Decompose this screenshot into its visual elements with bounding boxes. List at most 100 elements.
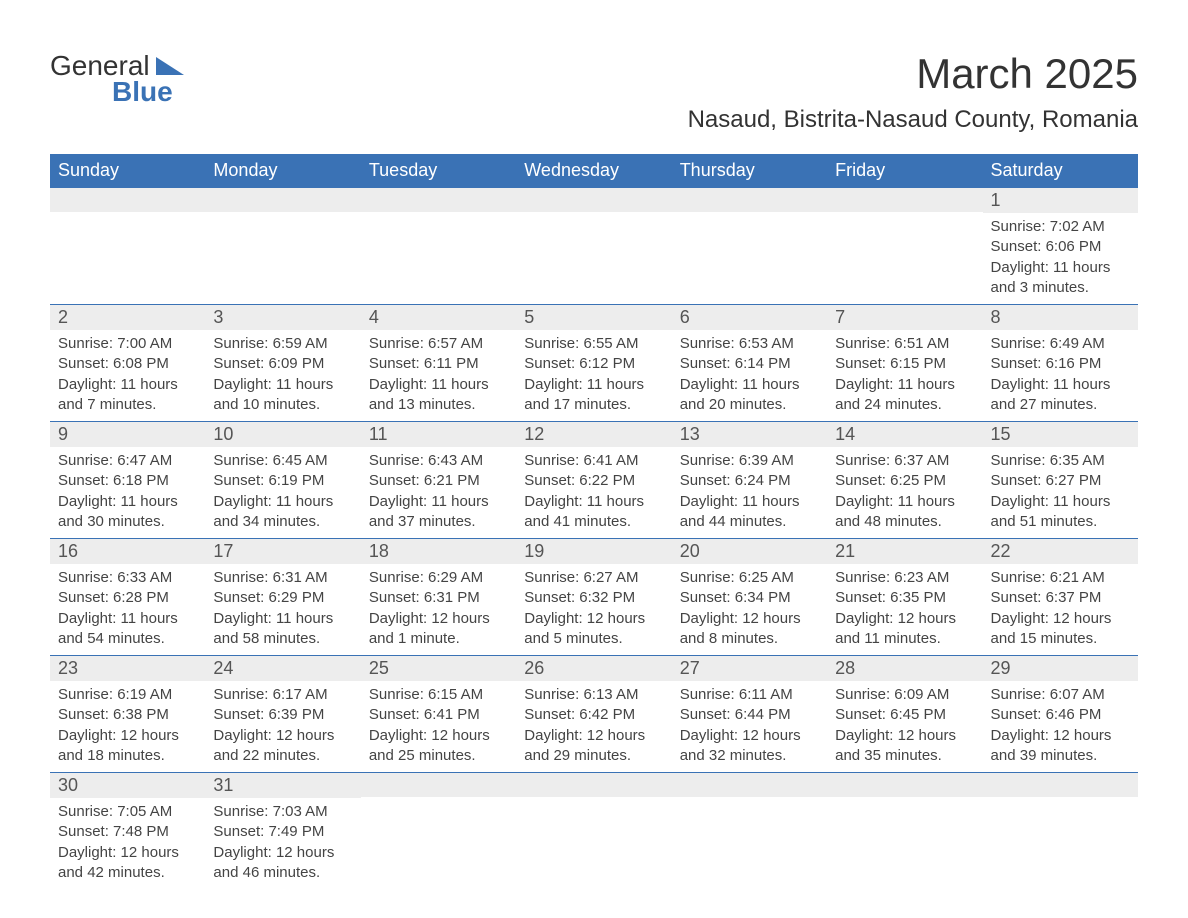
logo-text-blue: Blue xyxy=(112,76,173,108)
day-cell: 4Sunrise: 6:57 AMSunset: 6:11 PMDaylight… xyxy=(361,305,516,422)
day-number: 23 xyxy=(50,656,205,681)
daylight-line: Daylight: 11 hours and 20 minutes. xyxy=(680,375,819,416)
day-number: 14 xyxy=(827,422,982,447)
sunset-line: Sunset: 6:16 PM xyxy=(991,354,1130,374)
day-number: 30 xyxy=(50,773,205,798)
day-number: 5 xyxy=(516,305,671,330)
week-row: 16Sunrise: 6:33 AMSunset: 6:28 PMDayligh… xyxy=(50,539,1138,656)
day-details: Sunrise: 6:57 AMSunset: 6:11 PMDaylight:… xyxy=(361,330,516,421)
daylight-line: Daylight: 11 hours and 48 minutes. xyxy=(835,492,974,533)
day-number: 8 xyxy=(983,305,1138,330)
daylight-line: Daylight: 11 hours and 27 minutes. xyxy=(991,375,1130,416)
calendar-body: 1Sunrise: 7:02 AMSunset: 6:06 PMDaylight… xyxy=(50,188,1138,890)
day-cell: 15Sunrise: 6:35 AMSunset: 6:27 PMDayligh… xyxy=(983,422,1138,539)
day-details: Sunrise: 6:35 AMSunset: 6:27 PMDaylight:… xyxy=(983,447,1138,538)
sunrise-line: Sunrise: 6:45 AM xyxy=(213,451,352,471)
daylight-line: Daylight: 11 hours and 41 minutes. xyxy=(524,492,663,533)
sunrise-line: Sunrise: 6:37 AM xyxy=(835,451,974,471)
blank-cell xyxy=(672,188,827,305)
blank-cell xyxy=(827,188,982,305)
day-cell: 2Sunrise: 7:00 AMSunset: 6:08 PMDaylight… xyxy=(50,305,205,422)
month-title: March 2025 xyxy=(688,50,1138,98)
sunset-line: Sunset: 6:29 PM xyxy=(213,588,352,608)
day-number xyxy=(50,188,205,212)
day-details: Sunrise: 6:07 AMSunset: 6:46 PMDaylight:… xyxy=(983,681,1138,772)
sunset-line: Sunset: 6:21 PM xyxy=(369,471,508,491)
sunrise-line: Sunrise: 6:31 AM xyxy=(213,568,352,588)
daylight-line: Daylight: 12 hours and 22 minutes. xyxy=(213,726,352,767)
title-block: March 2025 Nasaud, Bistrita-Nasaud Count… xyxy=(688,50,1138,134)
day-number: 25 xyxy=(361,656,516,681)
day-number xyxy=(827,773,982,797)
sunrise-line: Sunrise: 6:59 AM xyxy=(213,334,352,354)
day-details xyxy=(361,797,516,807)
day-details: Sunrise: 7:00 AMSunset: 6:08 PMDaylight:… xyxy=(50,330,205,421)
day-number: 7 xyxy=(827,305,982,330)
day-details: Sunrise: 6:41 AMSunset: 6:22 PMDaylight:… xyxy=(516,447,671,538)
day-details: Sunrise: 6:21 AMSunset: 6:37 PMDaylight:… xyxy=(983,564,1138,655)
daylight-line: Daylight: 11 hours and 51 minutes. xyxy=(991,492,1130,533)
day-number xyxy=(672,188,827,212)
day-details xyxy=(205,212,360,222)
day-number xyxy=(672,773,827,797)
day-number: 6 xyxy=(672,305,827,330)
sunrise-line: Sunrise: 6:53 AM xyxy=(680,334,819,354)
sunrise-line: Sunrise: 6:55 AM xyxy=(524,334,663,354)
day-number: 21 xyxy=(827,539,982,564)
day-details xyxy=(361,212,516,222)
blank-cell xyxy=(983,773,1138,890)
day-cell: 21Sunrise: 6:23 AMSunset: 6:35 PMDayligh… xyxy=(827,539,982,656)
day-number: 12 xyxy=(516,422,671,447)
sunrise-line: Sunrise: 6:43 AM xyxy=(369,451,508,471)
day-header-cell: Sunday xyxy=(50,154,205,188)
day-details: Sunrise: 7:02 AMSunset: 6:06 PMDaylight:… xyxy=(983,213,1138,304)
sunrise-line: Sunrise: 6:57 AM xyxy=(369,334,508,354)
day-number xyxy=(516,773,671,797)
day-number xyxy=(827,188,982,212)
day-cell: 10Sunrise: 6:45 AMSunset: 6:19 PMDayligh… xyxy=(205,422,360,539)
day-number: 18 xyxy=(361,539,516,564)
sunrise-line: Sunrise: 6:39 AM xyxy=(680,451,819,471)
day-cell: 12Sunrise: 6:41 AMSunset: 6:22 PMDayligh… xyxy=(516,422,671,539)
daylight-line: Daylight: 12 hours and 15 minutes. xyxy=(991,609,1130,650)
sunrise-line: Sunrise: 6:07 AM xyxy=(991,685,1130,705)
sunset-line: Sunset: 6:19 PM xyxy=(213,471,352,491)
day-details: Sunrise: 6:33 AMSunset: 6:28 PMDaylight:… xyxy=(50,564,205,655)
daylight-line: Daylight: 11 hours and 17 minutes. xyxy=(524,375,663,416)
sunset-line: Sunset: 6:08 PM xyxy=(58,354,197,374)
sunrise-line: Sunrise: 6:35 AM xyxy=(991,451,1130,471)
day-number: 26 xyxy=(516,656,671,681)
day-details: Sunrise: 6:11 AMSunset: 6:44 PMDaylight:… xyxy=(672,681,827,772)
daylight-line: Daylight: 11 hours and 3 minutes. xyxy=(991,258,1130,299)
sunrise-line: Sunrise: 6:23 AM xyxy=(835,568,974,588)
day-cell: 27Sunrise: 6:11 AMSunset: 6:44 PMDayligh… xyxy=(672,656,827,773)
blank-cell xyxy=(516,188,671,305)
day-header-cell: Tuesday xyxy=(361,154,516,188)
week-row: 9Sunrise: 6:47 AMSunset: 6:18 PMDaylight… xyxy=(50,422,1138,539)
day-details: Sunrise: 6:43 AMSunset: 6:21 PMDaylight:… xyxy=(361,447,516,538)
day-details: Sunrise: 6:51 AMSunset: 6:15 PMDaylight:… xyxy=(827,330,982,421)
day-details: Sunrise: 6:53 AMSunset: 6:14 PMDaylight:… xyxy=(672,330,827,421)
day-cell: 18Sunrise: 6:29 AMSunset: 6:31 PMDayligh… xyxy=(361,539,516,656)
day-number: 20 xyxy=(672,539,827,564)
sunset-line: Sunset: 6:09 PM xyxy=(213,354,352,374)
day-number: 31 xyxy=(205,773,360,798)
day-number: 17 xyxy=(205,539,360,564)
sunset-line: Sunset: 6:35 PM xyxy=(835,588,974,608)
sunrise-line: Sunrise: 6:13 AM xyxy=(524,685,663,705)
sunset-line: Sunset: 7:48 PM xyxy=(58,822,197,842)
day-details: Sunrise: 6:13 AMSunset: 6:42 PMDaylight:… xyxy=(516,681,671,772)
day-cell: 16Sunrise: 6:33 AMSunset: 6:28 PMDayligh… xyxy=(50,539,205,656)
day-details: Sunrise: 6:31 AMSunset: 6:29 PMDaylight:… xyxy=(205,564,360,655)
daylight-line: Daylight: 12 hours and 29 minutes. xyxy=(524,726,663,767)
blank-cell xyxy=(672,773,827,890)
sunrise-line: Sunrise: 7:00 AM xyxy=(58,334,197,354)
day-header-cell: Wednesday xyxy=(516,154,671,188)
week-row: 2Sunrise: 7:00 AMSunset: 6:08 PMDaylight… xyxy=(50,305,1138,422)
day-number: 22 xyxy=(983,539,1138,564)
daylight-line: Daylight: 11 hours and 10 minutes. xyxy=(213,375,352,416)
blank-cell xyxy=(50,188,205,305)
sunrise-line: Sunrise: 7:03 AM xyxy=(213,802,352,822)
sunset-line: Sunset: 6:37 PM xyxy=(991,588,1130,608)
day-details: Sunrise: 6:09 AMSunset: 6:45 PMDaylight:… xyxy=(827,681,982,772)
